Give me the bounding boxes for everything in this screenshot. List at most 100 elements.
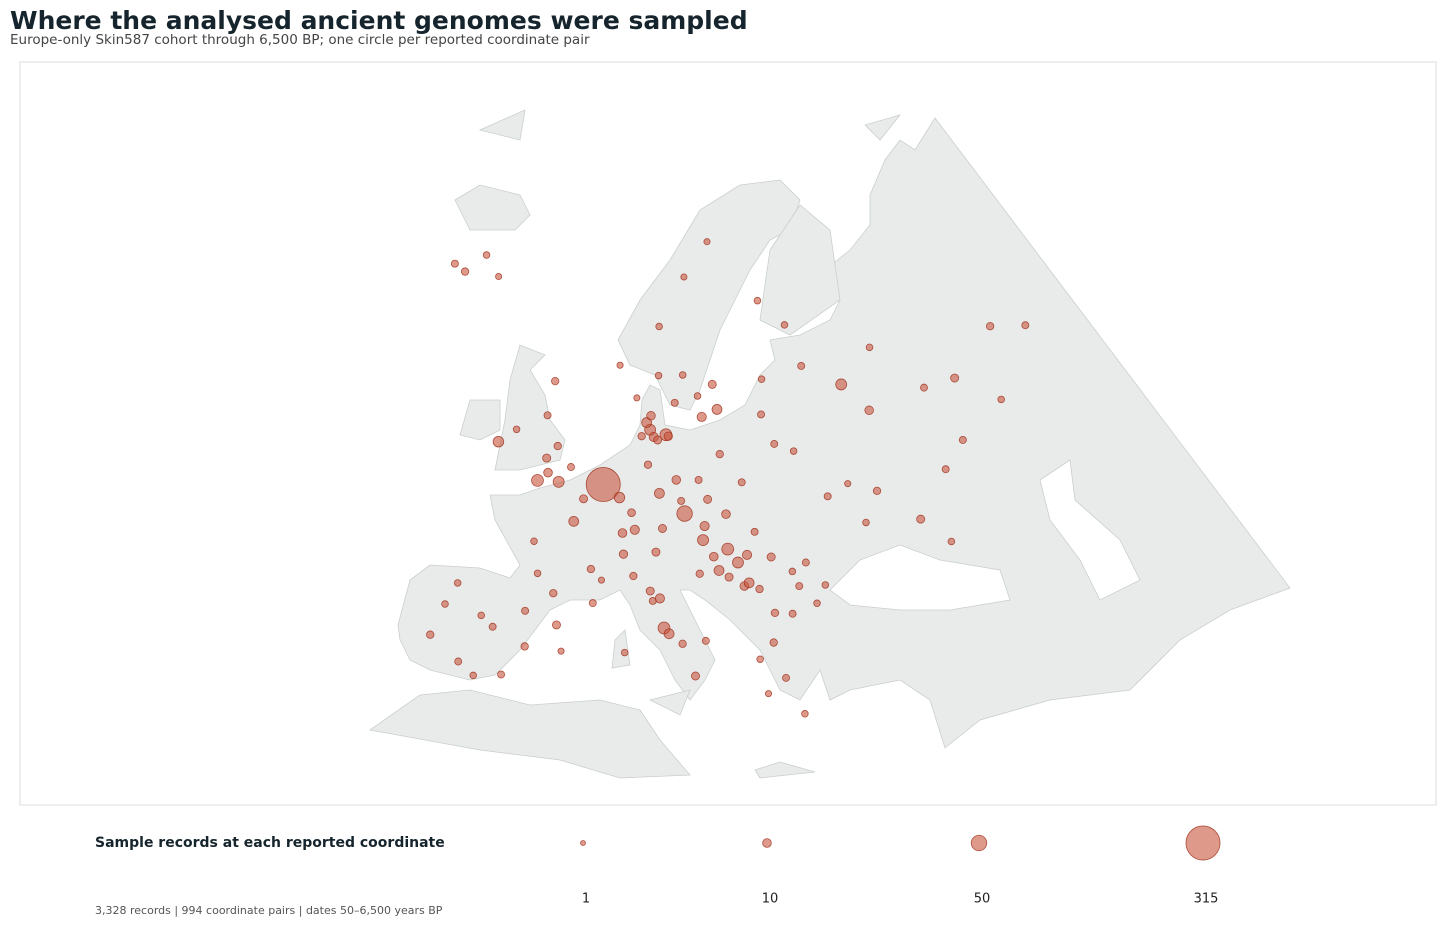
sample-site xyxy=(680,273,688,281)
sample-site xyxy=(707,379,717,389)
sample-site xyxy=(941,465,950,474)
sample-site xyxy=(865,343,874,352)
sample-site xyxy=(637,432,646,441)
sample-site xyxy=(788,609,797,618)
sample-site xyxy=(766,552,776,562)
sample-site xyxy=(950,373,960,383)
sample-site xyxy=(616,361,624,369)
sample-site xyxy=(492,436,505,448)
sample-site xyxy=(756,655,764,663)
sample-site xyxy=(450,259,459,268)
sample-site xyxy=(671,475,682,485)
sample-site xyxy=(654,593,665,604)
legend-bubble xyxy=(970,834,988,852)
sample-site xyxy=(543,411,552,420)
sample-site xyxy=(613,491,626,504)
sample-site xyxy=(552,475,565,488)
sample-site xyxy=(482,251,491,259)
sample-site xyxy=(795,582,804,590)
sample-site xyxy=(770,439,779,448)
sample-site xyxy=(469,671,477,680)
legend-title: Sample records at each reported coordina… xyxy=(95,835,445,851)
sample-site xyxy=(586,564,596,574)
sample-site xyxy=(557,647,565,655)
sample-site xyxy=(651,547,661,557)
sample-site xyxy=(691,671,700,681)
sample-site xyxy=(703,238,711,246)
sample-site xyxy=(530,537,538,545)
sample-site xyxy=(627,508,636,517)
title: Where the analysed ancient genomes were … xyxy=(10,6,748,35)
sample-site xyxy=(552,620,561,630)
legend-bubble xyxy=(762,838,772,848)
sample-site xyxy=(947,537,956,546)
sample-site xyxy=(693,392,702,400)
sample-site xyxy=(801,710,809,718)
sample-site xyxy=(732,556,744,569)
sample-site xyxy=(755,584,764,594)
sample-site xyxy=(585,467,621,502)
sample-site xyxy=(633,394,641,402)
sample-site xyxy=(788,567,797,576)
sample-site xyxy=(629,524,640,535)
sample-site xyxy=(764,690,773,698)
sample-site xyxy=(617,528,628,538)
footer: 3,328 records | 994 coordinate pairs | d… xyxy=(95,904,443,917)
sample-site xyxy=(645,586,655,596)
sample-site xyxy=(713,565,725,576)
sample-site xyxy=(654,487,665,499)
sample-site xyxy=(715,450,724,459)
sample-site xyxy=(454,657,463,666)
landmass xyxy=(368,109,1291,779)
sample-site xyxy=(694,476,703,484)
sample-site xyxy=(703,494,713,504)
sample-site xyxy=(677,497,686,505)
sample-site xyxy=(658,524,667,533)
sample-site xyxy=(757,410,765,419)
sample-site xyxy=(750,527,759,536)
sample-site xyxy=(711,404,723,415)
sample-site xyxy=(567,463,575,471)
sample-site xyxy=(620,648,629,657)
sample-site xyxy=(653,435,663,445)
sample-site xyxy=(823,492,832,501)
sample-site xyxy=(789,447,798,455)
sample-site xyxy=(721,509,731,519)
sample-site xyxy=(986,322,995,331)
sample-site xyxy=(737,478,746,487)
sample-site xyxy=(742,549,753,560)
sample-site xyxy=(618,549,629,559)
sample-site xyxy=(695,569,704,578)
sample-site xyxy=(579,494,589,504)
sample-site xyxy=(453,579,462,587)
sample-site xyxy=(958,436,967,444)
sample-site xyxy=(531,474,544,487)
sample-site xyxy=(864,405,874,416)
sample-site xyxy=(543,467,553,478)
sample-site xyxy=(588,599,597,608)
sample-site xyxy=(862,518,870,527)
sample-site xyxy=(533,569,542,578)
sample-site xyxy=(797,362,806,370)
sample-site xyxy=(477,611,485,620)
legend-label: 50 xyxy=(974,892,991,907)
sample-site xyxy=(835,378,848,391)
sample-site xyxy=(721,542,735,556)
sample-site xyxy=(521,606,530,615)
sample-site xyxy=(441,600,449,608)
sample-site xyxy=(743,577,755,589)
sample-site xyxy=(780,321,789,329)
legend-label: 10 xyxy=(762,892,779,907)
sample-site xyxy=(549,589,558,598)
sample-site xyxy=(646,411,656,421)
sample-site xyxy=(568,515,580,527)
sample-site xyxy=(699,521,710,532)
sample-site xyxy=(709,551,719,562)
sample-site xyxy=(426,630,435,639)
sample-site xyxy=(495,273,503,281)
sample-site xyxy=(801,558,810,567)
sample-site xyxy=(701,636,710,645)
sample-site xyxy=(697,534,709,546)
sample-site xyxy=(655,322,663,331)
